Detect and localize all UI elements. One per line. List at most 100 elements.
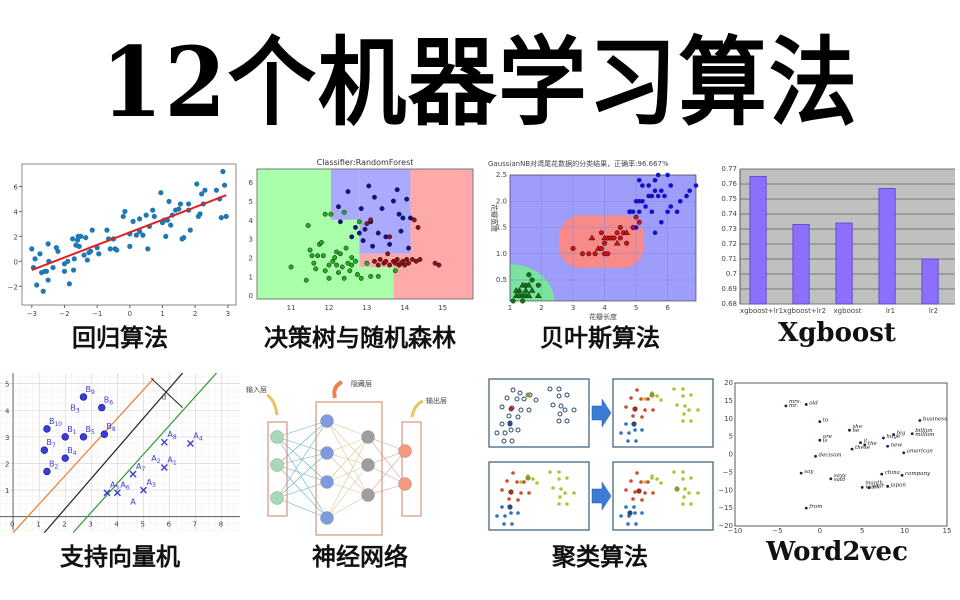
y-axis-label: 花瓣宽度 bbox=[490, 204, 499, 232]
blue-point bbox=[503, 514, 507, 518]
green-point bbox=[689, 393, 693, 397]
blue-point bbox=[379, 206, 385, 212]
point-label: B6 bbox=[104, 396, 114, 407]
connection bbox=[276, 464, 328, 483]
y-tick: 0.5 bbox=[496, 276, 507, 284]
blue-point bbox=[668, 183, 674, 188]
data-point bbox=[43, 268, 50, 274]
svm-panel: 0 1 2 3 4 5 6 7 8 1 2 3 4 5 d B9 B6 B10 B1 B5 B8 B7 B4 B2 B3 A8 A4… bbox=[0, 365, 245, 600]
green-point bbox=[535, 481, 539, 485]
green-point bbox=[368, 273, 374, 279]
blue-point bbox=[495, 514, 499, 518]
data-point bbox=[168, 222, 174, 228]
word-label: decision bbox=[819, 452, 843, 458]
red-point bbox=[409, 256, 415, 262]
green-point bbox=[529, 277, 535, 283]
centroid bbox=[649, 392, 655, 398]
unassigned-point bbox=[517, 390, 523, 396]
neuron bbox=[320, 414, 334, 428]
regression-chart: −3 −2 −1 0 1 2 3 −2 0 2 4 6 bbox=[8, 163, 237, 318]
blue-point bbox=[646, 193, 652, 199]
connection bbox=[326, 481, 369, 496]
input-arrow-icon bbox=[266, 393, 279, 416]
y-tick: 2.5 bbox=[496, 171, 507, 179]
random-forest-panel: Classifier:RandomForest 11 12 13 14 15 0 1 2 3 4 5 6… bbox=[240, 155, 480, 352]
green-point bbox=[572, 491, 576, 495]
red-point bbox=[385, 251, 391, 257]
centroid bbox=[525, 475, 531, 481]
green-point bbox=[643, 480, 647, 484]
green-point bbox=[305, 223, 311, 228]
point-label: B8 bbox=[106, 422, 116, 433]
caption-svm: 支持向量机 bbox=[60, 542, 180, 571]
connection bbox=[367, 450, 406, 496]
x-tick: 11 bbox=[287, 304, 296, 312]
data-point bbox=[120, 213, 126, 220]
data-point bbox=[122, 208, 128, 215]
word-label: year bbox=[871, 484, 885, 490]
blue-point bbox=[500, 505, 504, 509]
word-point bbox=[886, 444, 890, 448]
caption-random-forest: 决策树与随机森林 bbox=[264, 323, 456, 352]
data-point bbox=[221, 182, 228, 188]
unassigned-point bbox=[506, 413, 512, 419]
red-point bbox=[372, 258, 377, 264]
x-tick: xgboost+lr2 bbox=[783, 307, 826, 315]
point-label: B7 bbox=[46, 438, 56, 449]
unassigned-point bbox=[504, 395, 510, 401]
green-point bbox=[683, 404, 687, 408]
green-point bbox=[526, 272, 532, 278]
connection bbox=[276, 420, 328, 499]
decision-region bbox=[410, 169, 473, 267]
blue-point bbox=[677, 198, 683, 204]
green-point bbox=[347, 268, 353, 274]
red-point bbox=[432, 260, 438, 266]
word-point bbox=[860, 485, 864, 489]
red-point bbox=[598, 230, 604, 236]
y-tick: −15 bbox=[718, 504, 733, 512]
unassigned-point bbox=[521, 396, 527, 402]
blue-point bbox=[394, 187, 400, 193]
connection bbox=[326, 452, 369, 496]
class-b-point bbox=[40, 446, 49, 454]
green-point bbox=[557, 477, 561, 481]
x-tick: 12 bbox=[325, 304, 334, 312]
word-label: are bbox=[823, 434, 833, 440]
word-point bbox=[918, 419, 922, 422]
red-point bbox=[640, 415, 644, 419]
unassigned-point bbox=[515, 414, 521, 420]
green-point bbox=[345, 260, 351, 266]
word-label: he bbox=[852, 428, 860, 434]
red-point bbox=[635, 388, 639, 392]
connection bbox=[326, 464, 369, 519]
green-triangle bbox=[525, 281, 533, 288]
word-point bbox=[910, 432, 914, 436]
centroid-green bbox=[525, 392, 531, 398]
blue-point bbox=[655, 172, 661, 178]
unassigned-point bbox=[556, 418, 562, 424]
word-point bbox=[863, 443, 867, 447]
y-tick: 2 bbox=[14, 233, 18, 241]
data-point bbox=[37, 251, 43, 257]
blue-point bbox=[634, 439, 638, 443]
bar bbox=[921, 258, 939, 305]
caption-clustering: 聚类算法 bbox=[552, 542, 648, 571]
neuron bbox=[270, 491, 284, 505]
class-b-point bbox=[61, 454, 69, 462]
word-label: mrs. bbox=[789, 399, 802, 405]
red-point bbox=[624, 488, 628, 492]
data-point bbox=[133, 232, 139, 238]
green-point bbox=[659, 481, 663, 485]
blue-point bbox=[502, 522, 506, 526]
connection bbox=[326, 420, 369, 438]
connection bbox=[276, 481, 328, 499]
connection bbox=[326, 494, 369, 519]
red-point bbox=[522, 480, 526, 484]
word-label: to bbox=[823, 418, 829, 424]
y-tick: 3 bbox=[5, 434, 9, 442]
blue-point bbox=[360, 238, 366, 244]
data-point bbox=[50, 264, 56, 271]
blue-point bbox=[398, 228, 404, 234]
green-point bbox=[682, 412, 686, 416]
